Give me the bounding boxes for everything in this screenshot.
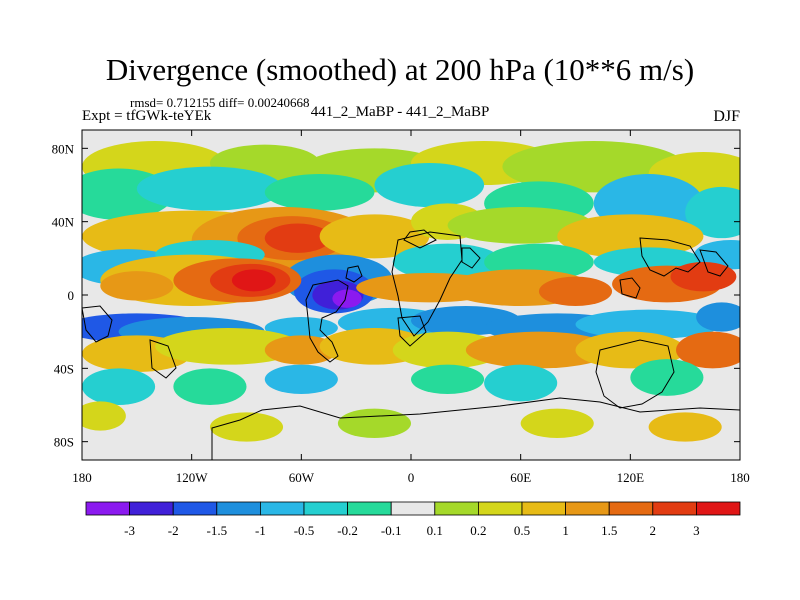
colorbar-swatch [434, 501, 479, 516]
colorbar-label: -1.5 [207, 523, 228, 538]
coast-southern-africa [397, 315, 427, 347]
y-tick-label: 40N [52, 215, 75, 230]
contour-region [670, 262, 737, 292]
coast-central-america [345, 265, 363, 283]
colorbar-swatch [347, 501, 392, 516]
coast-india-asia [639, 237, 701, 277]
chart-title: Divergence (smoothed) at 200 hPa (10**6 … [105, 52, 695, 87]
contour-region [630, 359, 704, 396]
colorbar-label: 1 [562, 523, 569, 538]
y-tick-label: 40S [54, 361, 74, 376]
contour-region [337, 408, 412, 439]
colorbar-label: -2 [168, 523, 179, 538]
colorbar: -3 -2 -1.5 -1 -0.5 -0.2 -0.1 0.1 0.2 0.5 1 1.5 2 3 [85, 501, 741, 538]
contour-region [447, 207, 594, 244]
contour-region [538, 276, 613, 307]
coastlines [82, 229, 740, 460]
contour-region [82, 401, 126, 431]
contour-region [264, 335, 338, 365]
contour-region [648, 412, 722, 442]
y-tick-label: 80N [52, 141, 75, 156]
colorbar-swatch [390, 501, 436, 516]
contour-region [264, 317, 338, 339]
contour-region [264, 223, 331, 253]
colorbar-swatch [85, 501, 130, 516]
colorbar-swatch [565, 501, 610, 516]
contour-region [209, 412, 284, 442]
coast-south-america [305, 279, 349, 363]
contour-region [411, 364, 485, 395]
contour-region [173, 368, 247, 405]
colorbar-swatch [216, 501, 261, 516]
contour-region [264, 364, 338, 395]
coast-antarctic-peninsula [149, 339, 177, 379]
coast-indochina [699, 249, 729, 277]
colorbar-swatch [696, 501, 741, 516]
x-tick-label: 0 [408, 470, 415, 485]
colorbar-label: -3 [124, 523, 135, 538]
colorbar-label: 3 [693, 523, 700, 538]
contour-region [332, 289, 362, 308]
contour-region [374, 163, 485, 207]
x-tick-label: 120E [617, 470, 645, 485]
coast-africa [391, 231, 463, 337]
coast-west-pacific-islands [82, 305, 113, 343]
contour-region [100, 271, 174, 301]
contour-region [136, 166, 284, 211]
experiment-label: Expt = tfGWk-teYEk [82, 108, 212, 124]
divergence-field [82, 130, 740, 460]
colorbar-label: -0.5 [294, 523, 315, 538]
colorbar-swatch [521, 501, 566, 516]
colorbar-swatch [172, 501, 218, 516]
colorbar-swatch [129, 501, 174, 516]
contour-region [465, 331, 613, 369]
colorbar-label: -0.1 [381, 523, 402, 538]
x-tick-label: 120W [176, 470, 209, 485]
contour-region [392, 331, 503, 369]
y-tick-label: 0 [68, 288, 75, 303]
coast-europe [403, 229, 437, 249]
colorbar-swatch [259, 501, 305, 516]
contour-region [155, 328, 302, 365]
x-axis: 180 120W 60W 0 60E 120E 180 [72, 130, 750, 485]
contour-region [264, 174, 375, 211]
colorbar-label: 1.5 [601, 523, 617, 538]
contour-region [575, 331, 686, 369]
contour-region [696, 302, 740, 332]
x-tick-label: 180 [72, 470, 92, 485]
y-tick-label: 80S [54, 435, 74, 450]
coast-antarctica [211, 397, 740, 460]
colorbar-swatch [608, 501, 654, 516]
colorbar-label: -1 [255, 523, 266, 538]
coast-australia [595, 339, 675, 409]
x-tick-label: 60W [289, 470, 315, 485]
coast-arabia [461, 247, 481, 269]
contour-region [694, 240, 740, 270]
colorbar-label: 0.5 [514, 523, 530, 538]
colorbar-swatch [477, 501, 523, 516]
contour-region [557, 214, 704, 259]
coast-maritime [619, 277, 641, 299]
colorbar-label: -0.2 [337, 523, 358, 538]
case-label: 441_2_MaBP - 441_2_MaBP [310, 104, 490, 120]
colorbar-swatch [652, 501, 697, 516]
contour-region [484, 364, 558, 402]
contour-region [520, 408, 594, 439]
x-tick-label: 180 [730, 470, 750, 485]
contour-region [575, 309, 722, 340]
colorbar-swatch [303, 501, 348, 516]
y-axis: 80N 40N 0 40S 80S [52, 141, 740, 450]
contour-region [231, 269, 276, 292]
colorbar-label: 0.2 [470, 523, 486, 538]
colorbar-label: 0.1 [427, 523, 443, 538]
season-label: DJF [713, 108, 740, 125]
colorbar-label: 2 [650, 523, 657, 538]
contour-region [82, 368, 156, 405]
stats-label: rmsd= 0.712155 diff= 0.00240668 [130, 95, 310, 110]
x-tick-label: 60E [510, 470, 531, 485]
contour-region [319, 214, 430, 259]
contour-region [685, 186, 740, 239]
contour-region [676, 331, 740, 369]
